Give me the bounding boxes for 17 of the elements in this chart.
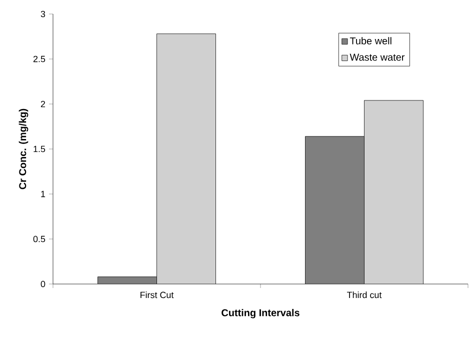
y-tick-label: 1.5 (34, 146, 46, 152)
y-axis-title: Cr Conc. (mg/kg) (18, 108, 28, 190)
y-tick-label: 0 (40, 280, 46, 288)
y-tick-label: 1 (41, 190, 46, 198)
bar (156, 34, 216, 284)
bar (305, 136, 364, 284)
legend-label: Tube well (350, 37, 392, 44)
x-tick-label: Third cut (347, 292, 382, 298)
y-tick-label: 2.5 (33, 56, 46, 62)
x-tick-label: First Cut (140, 292, 174, 298)
bar (364, 100, 424, 284)
y-tick-label: 0.5 (33, 236, 46, 242)
x-axis-title: Cutting Intervals (222, 308, 300, 318)
y-tick-label: 3 (40, 10, 46, 18)
bar (98, 276, 157, 284)
legend-label: Waste water (350, 54, 405, 61)
y-tick-label: 2 (40, 100, 46, 108)
